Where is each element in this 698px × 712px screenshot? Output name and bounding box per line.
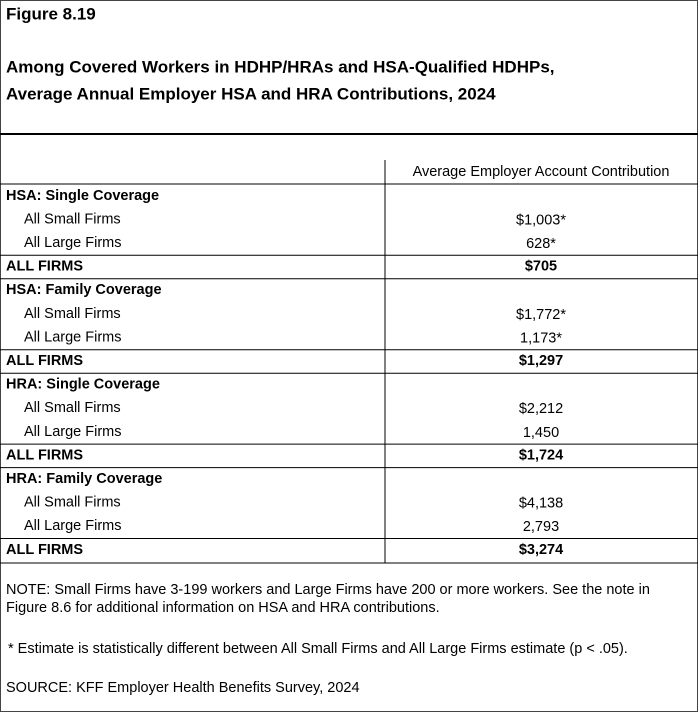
row-label: All Large Firms bbox=[24, 235, 122, 251]
row-value: $1,003* bbox=[516, 212, 566, 228]
total-label: ALL FIRMS bbox=[6, 447, 83, 463]
row-value: 1,450 bbox=[523, 425, 559, 441]
total-label: ALL FIRMS bbox=[6, 353, 83, 369]
row-value: $4,138 bbox=[519, 496, 563, 512]
row-value: 628* bbox=[526, 236, 556, 252]
section-title: HSA: Single Coverage bbox=[6, 188, 159, 204]
total-label: ALL FIRMS bbox=[6, 542, 83, 558]
asterisk-note: * Estimate is statistically different be… bbox=[8, 641, 628, 657]
total-value: $1,297 bbox=[519, 353, 563, 369]
total-value: $3,274 bbox=[519, 542, 563, 558]
row-value: $1,772* bbox=[516, 307, 566, 323]
title-line: Among Covered Workers in HDHP/HRAs and H… bbox=[6, 57, 555, 76]
row-label: All Large Firms bbox=[24, 424, 122, 440]
row-value: $2,212 bbox=[519, 401, 563, 417]
section-title: HSA: Family Coverage bbox=[6, 282, 162, 298]
row-label: All Small Firms bbox=[24, 211, 121, 227]
title-line: Average Annual Employer HSA and HRA Cont… bbox=[6, 84, 496, 103]
row-label: All Large Firms bbox=[24, 518, 122, 534]
row-label: All Small Firms bbox=[24, 495, 121, 511]
note: NOTE: Small Firms have 3-199 workers and… bbox=[6, 582, 650, 598]
row-label: All Small Firms bbox=[24, 306, 121, 322]
row-value: 2,793 bbox=[523, 519, 559, 535]
total-value: $705 bbox=[525, 259, 557, 275]
section-title: HRA: Family Coverage bbox=[6, 471, 162, 487]
row-value: 1,173* bbox=[520, 330, 562, 346]
row-label: All Small Firms bbox=[24, 400, 121, 416]
note: Figure 8.6 for additional information on… bbox=[6, 600, 440, 616]
figure-label: Figure 8.19 bbox=[6, 4, 96, 23]
total-value: $1,724 bbox=[519, 447, 563, 463]
source: SOURCE: KFF Employer Health Benefits Sur… bbox=[6, 680, 360, 696]
section-title: HRA: Single Coverage bbox=[6, 377, 160, 393]
total-label: ALL FIRMS bbox=[6, 259, 83, 275]
column-header: Average Employer Account Contribution bbox=[413, 164, 670, 180]
row-label: All Large Firms bbox=[24, 329, 122, 345]
